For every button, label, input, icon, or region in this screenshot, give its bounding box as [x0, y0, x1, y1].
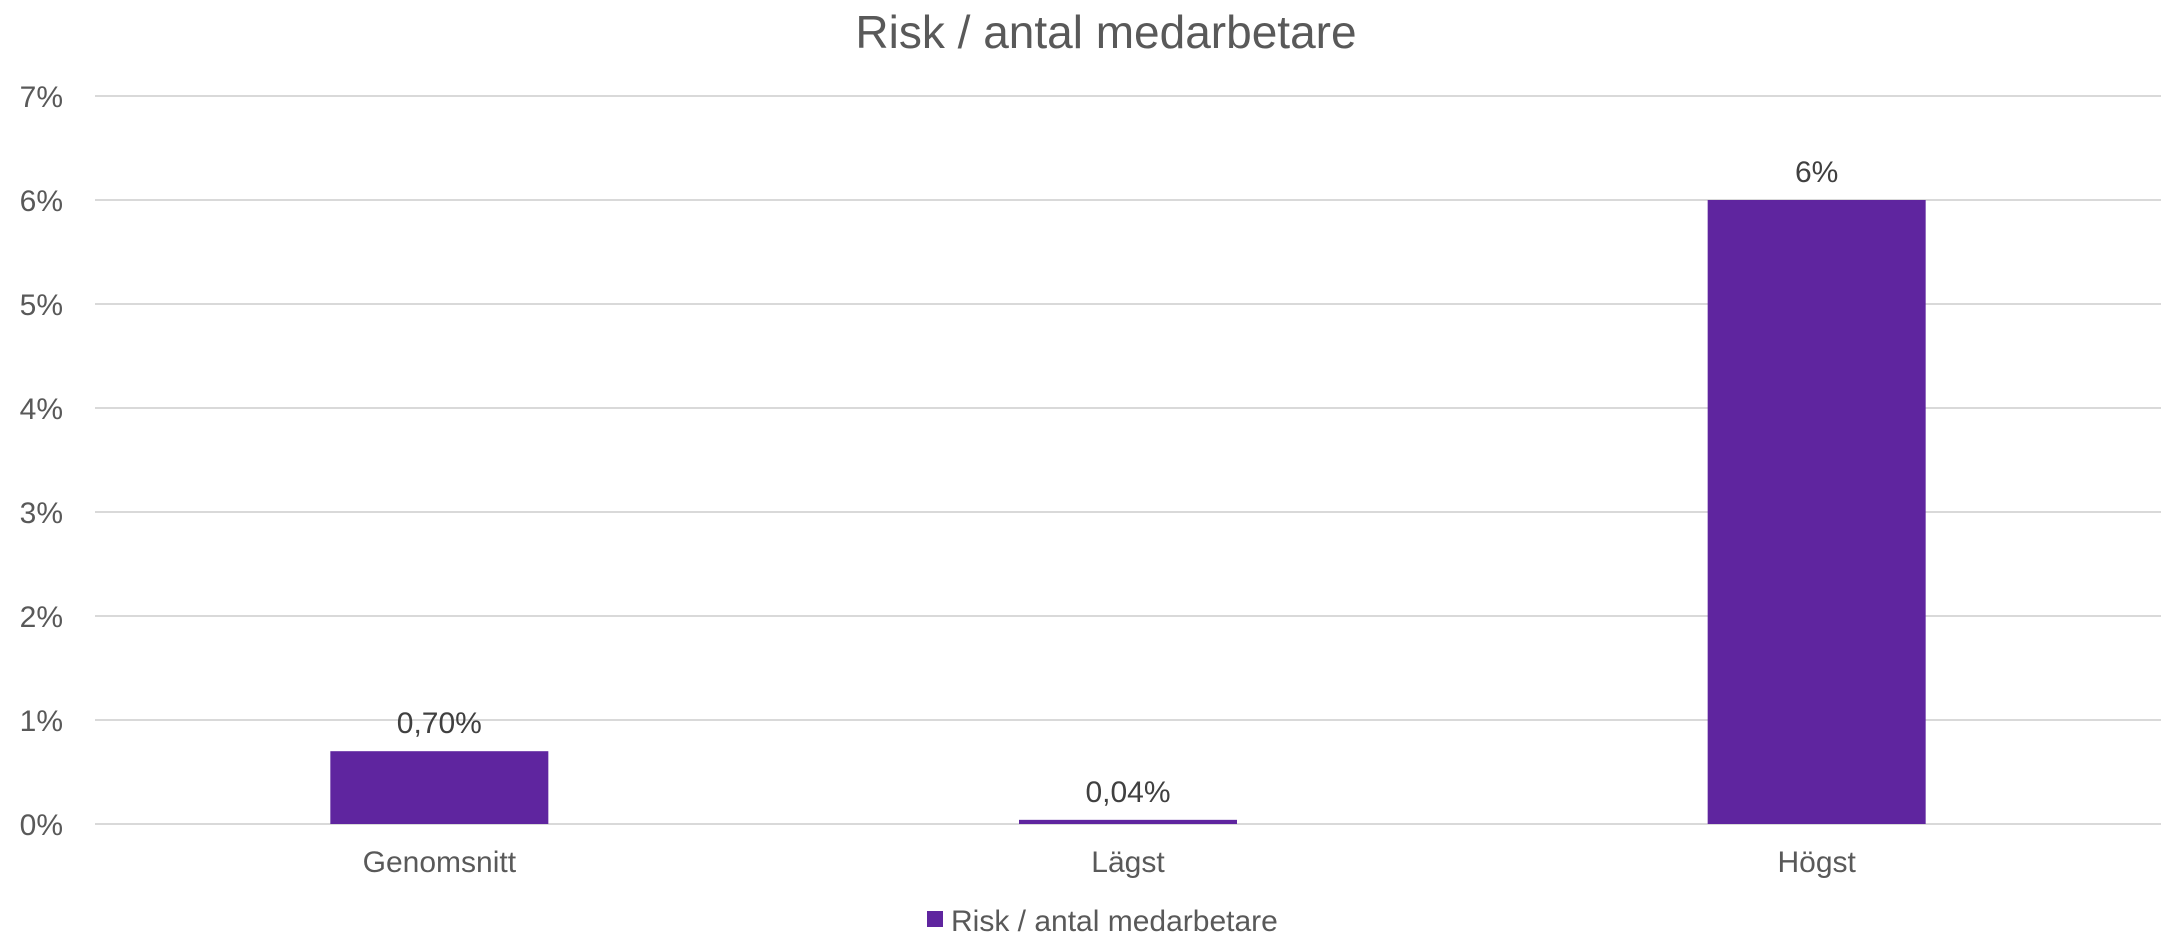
y-tick-label: 3%: [20, 497, 63, 530]
bar: [1019, 819, 1237, 824]
y-tick-label: 2%: [20, 601, 63, 634]
chart-title: Risk / antal medarbetare: [855, 6, 1356, 58]
y-tick-label: 6%: [20, 185, 63, 218]
gridlines: [95, 95, 2161, 825]
x-category-label: Lägst: [1091, 846, 1165, 879]
legend: Risk / antal medarbetare: [927, 905, 1278, 934]
data-label: 0,04%: [1085, 776, 1170, 809]
y-tick-label: 5%: [20, 289, 63, 322]
data-labels: 0,70% 0,04% 6%: [397, 156, 1839, 809]
x-category-label: Genomsnitt: [363, 846, 517, 879]
y-axis-ticks: 0% 1% 2% 3% 4% 5% 6% 7%: [20, 81, 63, 842]
bar: [1707, 200, 1926, 824]
data-label: 0,70%: [397, 707, 482, 740]
y-tick-label: 1%: [20, 705, 63, 738]
bar: [330, 751, 549, 824]
x-category-label: Högst: [1777, 846, 1856, 879]
data-label: 6%: [1795, 156, 1838, 189]
bars: [330, 200, 1926, 824]
y-tick-label: 4%: [20, 393, 63, 426]
legend-label: Risk / antal medarbetare: [951, 905, 1278, 934]
x-axis-categories: Genomsnitt Lägst Högst: [363, 846, 1857, 879]
y-tick-label: 7%: [20, 81, 63, 114]
legend-swatch: [927, 911, 943, 927]
y-tick-label: 0%: [20, 809, 63, 842]
